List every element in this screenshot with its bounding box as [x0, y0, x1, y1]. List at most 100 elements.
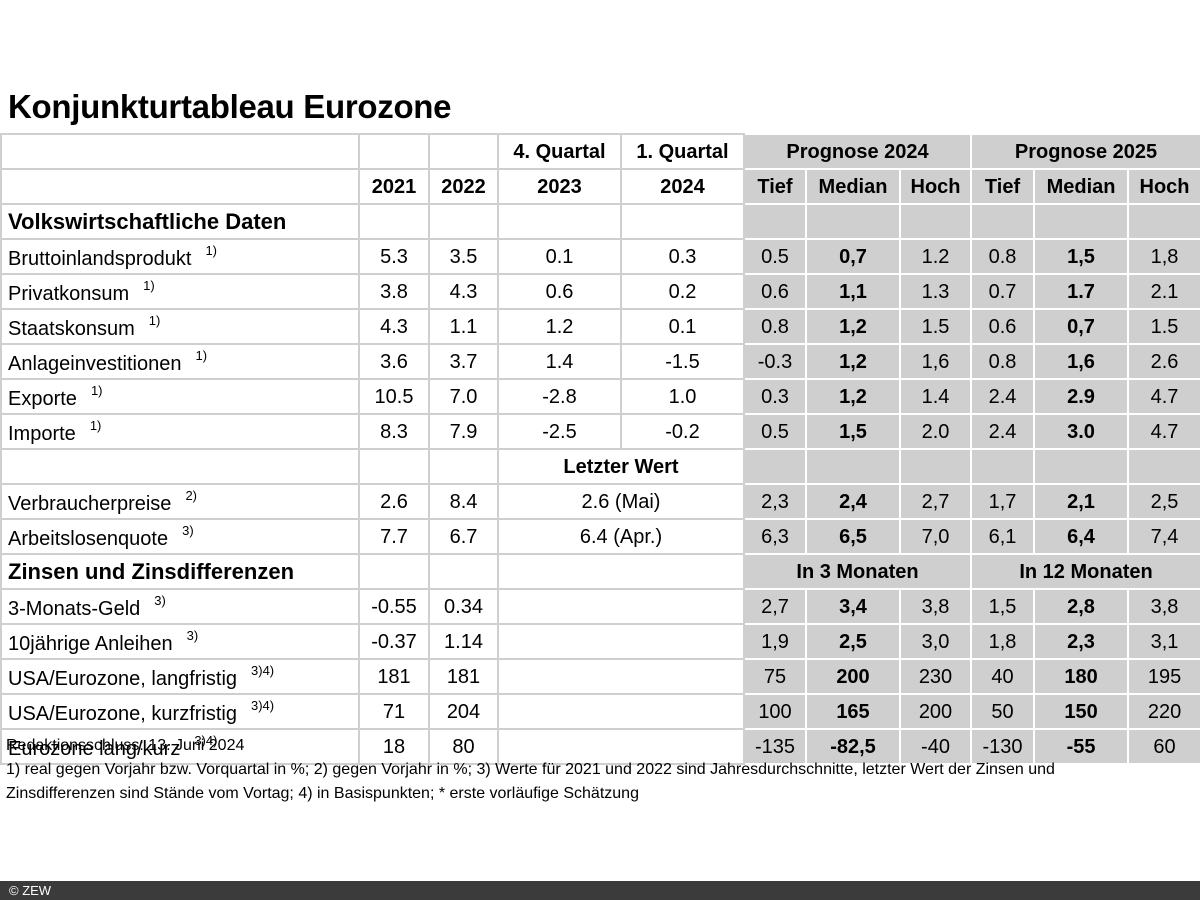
section-row-zinsen: Zinsen und Zinsdifferenzen In 3 Monaten … [0, 553, 1200, 590]
table-row: USA/Eurozone, kurzfristig 3)4) 71 204 100 165… [0, 693, 1200, 730]
value-cell: 7.7 [358, 518, 430, 555]
row-label-text: 3-Monats-Geld [8, 598, 141, 620]
page-title: Konjunkturtableau Eurozone [8, 88, 452, 125]
value-cell: 50 [970, 693, 1036, 730]
row-label-text: Exporte [8, 388, 77, 410]
footnote-marker: 3)4) [251, 663, 275, 678]
value-cell: -130 [970, 728, 1036, 765]
value-cell: 1,2 [805, 378, 901, 415]
value-cell: 2.9 [1033, 378, 1130, 415]
value-cell: 0.3 [743, 378, 807, 415]
value-cell: 1,7 [970, 483, 1036, 520]
empty-cell [497, 623, 745, 660]
header-in-3-monaten: In 3 Monaten [742, 553, 973, 590]
value-cell: 60 [1127, 728, 1200, 765]
value-cell: 3,4 [805, 588, 901, 625]
value-cell: 1.3 [898, 273, 973, 310]
value-cell: 71 [358, 693, 430, 730]
header-prognose-2025: Prognose 2025 [970, 133, 1200, 170]
value-cell: 0.1 [620, 308, 745, 345]
value-cell: 0.5 [743, 238, 807, 275]
value-cell: 1.4 [898, 378, 973, 415]
value-cell: 204 [428, 693, 499, 730]
value-cell: 3.6 [358, 343, 430, 380]
value-cell: 1.4 [497, 343, 622, 380]
footnote-marker: 1) [143, 278, 155, 293]
empty-cell [497, 693, 745, 730]
value-cell: 3.8 [358, 273, 430, 310]
value-cell: 6,4 [1033, 518, 1130, 555]
value-cell: 230 [898, 658, 973, 695]
value-cell: 2,3 [1033, 623, 1130, 660]
value-cell: -135 [743, 728, 807, 765]
table-row: Bruttoinlandsprodukt 1) 5.3 3.5 0.1 0.3 0.5 0,7… [0, 238, 1200, 275]
header-2022: 2022 [428, 168, 499, 205]
value-cell: 1,8 [1127, 238, 1200, 275]
header-hoch-2024: Hoch [898, 168, 973, 205]
header-in-12-monaten: In 12 Monaten [970, 553, 1200, 590]
header-2021: 2021 [358, 168, 430, 205]
table-row: Exporte 1) 10.5 7.0 -2.8 1.0 0.3 1,2 1.4 2.4 2.9 4.… [0, 378, 1200, 415]
value-cell: 7.9 [428, 413, 499, 450]
footnotes: Redaktionsschluss: 13. Juni 2024 1) real… [6, 734, 1196, 806]
empty-cell [497, 588, 745, 625]
value-cell: 7,0 [898, 518, 973, 555]
value-cell: 1,5 [970, 588, 1036, 625]
section-row-vwd: Volkswirtschaftliche Daten [0, 203, 1200, 240]
value-cell: 1.2 [497, 308, 622, 345]
row-label-text: USA/Eurozone, langfristig [8, 668, 238, 690]
value-cell: 220 [1127, 693, 1200, 730]
row-label: Arbeitslosenquote 3) [0, 518, 360, 555]
value-cell: -0.3 [743, 343, 807, 380]
value-cell: -1.5 [620, 343, 745, 380]
footer-bar: © ZEW [0, 881, 1200, 900]
row-label-text: Bruttoinlandsprodukt [8, 248, 192, 270]
row-label: USA/Eurozone, langfristig 3)4) [0, 658, 360, 695]
value-cell: 2,3 [743, 483, 807, 520]
value-cell: 6,3 [743, 518, 807, 555]
value-cell: -0.55 [358, 588, 430, 625]
row-label: Staatskonsum 1) [0, 308, 360, 345]
redaktionsschluss: Redaktionsschluss: 13. Juni 2024 [6, 737, 245, 754]
footnote-line-2: Zinsdifferenzen sind Stände vom Vortag; … [6, 785, 639, 802]
header-q4: 4. Quartal [497, 133, 622, 170]
value-cell: 0.34 [428, 588, 499, 625]
footnote-marker: 1) [148, 313, 161, 328]
value-cell: 0.6 [497, 273, 622, 310]
table-row: USA/Eurozone, langfristig 3)4) 181 181 75 200… [0, 658, 1200, 695]
row-label: Verbraucherpreise 2) [0, 483, 360, 520]
footnote-marker: 3) [182, 523, 194, 538]
value-cell: 2,1 [1033, 483, 1130, 520]
value-cell: 4.7 [1127, 413, 1200, 450]
row-label: 10jährige Anleihen 3) [0, 623, 360, 660]
header-2024: 2024 [620, 168, 745, 205]
value-cell: 75 [743, 658, 807, 695]
section-volkswirtschaftliche-daten: Volkswirtschaftliche Daten [0, 203, 360, 240]
footnote-marker: 3)4) [194, 733, 218, 748]
value-cell: 6.4 (Apr.) [497, 518, 745, 555]
header-tief-2024: Tief [743, 168, 807, 205]
value-cell: 4.3 [428, 273, 499, 310]
footnote-marker: 1) [89, 418, 102, 433]
value-cell: 1,6 [898, 343, 973, 380]
value-cell: 3,8 [1127, 588, 1200, 625]
header-2023: 2023 [497, 168, 622, 205]
value-cell: 1,2 [805, 308, 901, 345]
value-cell: 6,1 [970, 518, 1036, 555]
header-median-2024: Median [805, 168, 901, 205]
row-label: Anlageinvestitionen 1) [0, 343, 360, 380]
row-label: Exporte 1) [0, 378, 360, 415]
value-cell: 0.6 [743, 273, 807, 310]
value-cell: 0,7 [805, 238, 901, 275]
value-cell: 1,1 [805, 273, 901, 310]
table-row: Arbeitslosenquote 3) 7.7 6.7 6.4 (Apr.) 6,3 6,… [0, 518, 1200, 555]
value-cell: 2,8 [1033, 588, 1130, 625]
value-cell: 10.5 [358, 378, 430, 415]
value-cell: 0.5 [743, 413, 807, 450]
row-label: 3-Monats-Geld 3) [0, 588, 360, 625]
table-row: Importe 1) 8.3 7.9 -2.5 -0.2 0.5 1,5 2.0 2.4 3.0 4.… [0, 413, 1200, 450]
value-cell: 4.3 [358, 308, 430, 345]
value-cell: 2.0 [898, 413, 973, 450]
row-label: Privatkonsum 1) [0, 273, 360, 310]
value-cell: 2.4 [970, 378, 1036, 415]
